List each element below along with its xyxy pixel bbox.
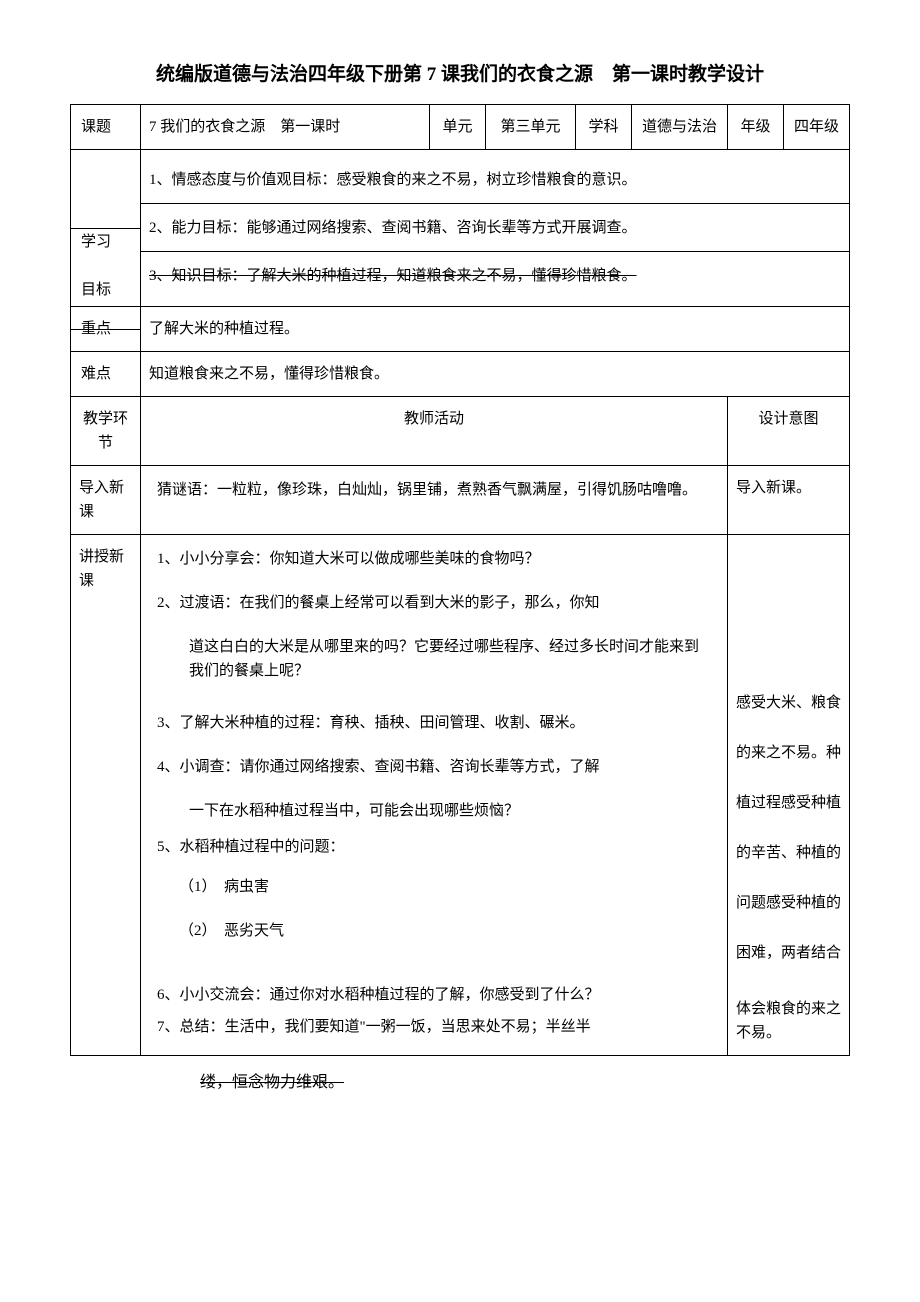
goal-2: 2、能力目标：能够通过网络搜索、查阅书籍、咨询长辈等方式开展调查。: [149, 204, 841, 252]
teach-intent-5: 问题感受种植的: [736, 891, 841, 915]
teach-p2: 2、过渡语：在我们的餐桌上经常可以看到大米的影子，那么，你知: [157, 591, 711, 615]
header-row: 课题 7 我们的衣食之源 第一课时 单元 第三单元 学科 道德与法治 年级 四年…: [71, 105, 850, 150]
keypoint-value: 了解大米的种植过程。: [141, 307, 850, 352]
topic-value: 7 我们的衣食之源 第一课时: [141, 105, 430, 150]
teach-p5b: （2） 恶劣天气: [157, 919, 711, 943]
teach-intent-7: 体会粮食的来之不易。: [736, 997, 841, 1045]
teach-p5a: （1） 病虫害: [157, 875, 711, 899]
teach-intent-2: 的来之不易。种: [736, 741, 841, 765]
teach-p5: 5、水稻种植过程中的问题：: [157, 835, 711, 859]
intro-activity: 猜谜语：一粒粒，像珍珠，白灿灿，锅里铺，煮熟香气飘满屋，引得饥肠咕噜噜。: [141, 466, 728, 535]
teach-row: 讲授新课 1、小小分享会：你知道大米可以做成哪些美味的食物吗？ 2、过渡语：在我…: [71, 535, 850, 1056]
teach-p4b: 一下在水稻种植过程当中，可能会出现哪些烦恼？: [157, 799, 711, 823]
intro-stage: 导入新课: [71, 466, 141, 535]
grade-value: 四年级: [784, 105, 850, 150]
label-grade: 年级: [728, 105, 784, 150]
teach-intent-4: 的辛苦、种植的: [736, 841, 841, 865]
head-stage: 教学环节: [71, 397, 141, 466]
goals-row: 学习 目标 1、情感态度与价值观目标：感受粮食的来之不易，树立珍惜粮食的意识。 …: [71, 150, 850, 307]
teach-p6: 6、小小交流会：通过你对水稻种植过程的了解，你感受到了什么？: [157, 983, 711, 1007]
teach-p3: 3、了解大米种植的过程：育秧、插秧、田间管理、收割、碾米。: [157, 711, 711, 735]
difficulty-row: 难点 知道粮食来之不易，懂得珍惜粮食。: [71, 352, 850, 397]
goal-3: 3、知识目标：了解大米的种植过程，知道粮食来之不易，懂得珍惜粮食。: [149, 252, 841, 300]
teach-intent-1: 感受大米、粮食: [736, 691, 841, 715]
unit-value: 第三单元: [486, 105, 576, 150]
intro-intent: 导入新课。: [728, 466, 850, 535]
overrun-text: 缕，恒念物力维艰。: [160, 1070, 850, 1096]
teach-p7: 7、总结：生活中，我们要知道"一粥一饭，当思来处不易；半丝半: [157, 1015, 711, 1039]
teach-p1: 1、小小分享会：你知道大米可以做成哪些美味的食物吗？: [157, 547, 711, 571]
teach-stage: 讲授新课: [71, 535, 141, 1056]
label-keypoint: 重点: [71, 307, 141, 352]
label-topic: 课题: [71, 105, 141, 150]
intro-row: 导入新课 猜谜语：一粒粒，像珍珠，白灿灿，锅里铺，煮熟香气飘满屋，引得饥肠咕噜噜…: [71, 466, 850, 535]
page-title: 统编版道德与法治四年级下册第 7 课我们的衣食之源 第一课时教学设计: [70, 60, 850, 90]
intro-activity-text: 猜谜语：一粒粒，像珍珠，白灿灿，锅里铺，煮熟香气飘满屋，引得饥肠咕噜噜。: [157, 478, 711, 502]
label-subject: 学科: [576, 105, 632, 150]
label-goals: 学习 目标: [71, 150, 141, 307]
teach-p4: 4、小调查：请你通过网络搜索、查阅书籍、咨询长辈等方式，了解: [157, 755, 711, 779]
lesson-plan-table: 课题 7 我们的衣食之源 第一课时 单元 第三单元 学科 道德与法治 年级 四年…: [70, 104, 850, 1056]
teach-intent-3: 植过程感受种植: [736, 791, 841, 815]
teach-p2b: 道这白白的大米是从哪里来的吗？它要经过哪些程序、经过多长时间才能来到我们的餐桌上…: [157, 635, 711, 683]
head-intent: 设计意图: [728, 397, 850, 466]
keypoint-row: 重点 了解大米的种植过程。: [71, 307, 850, 352]
teach-activity: 1、小小分享会：你知道大米可以做成哪些美味的食物吗？ 2、过渡语：在我们的餐桌上…: [141, 535, 728, 1056]
goals-content: 1、情感态度与价值观目标：感受粮食的来之不易，树立珍惜粮食的意识。 2、能力目标…: [141, 150, 850, 307]
subject-value: 道德与法治: [632, 105, 728, 150]
teach-intent: 感受大米、粮食 的来之不易。种 植过程感受种植 的辛苦、种植的 问题感受种植的 …: [728, 535, 850, 1056]
label-difficulty: 难点: [71, 352, 141, 397]
section-head-row: 教学环节 教师活动 设计意图: [71, 397, 850, 466]
label-unit: 单元: [430, 105, 486, 150]
teach-intent-6: 困难，两者结合: [736, 941, 841, 965]
difficulty-value: 知道粮食来之不易，懂得珍惜粮食。: [141, 352, 850, 397]
head-activity: 教师活动: [141, 397, 728, 466]
goal-1: 1、情感态度与价值观目标：感受粮食的来之不易，树立珍惜粮食的意识。: [149, 156, 841, 204]
